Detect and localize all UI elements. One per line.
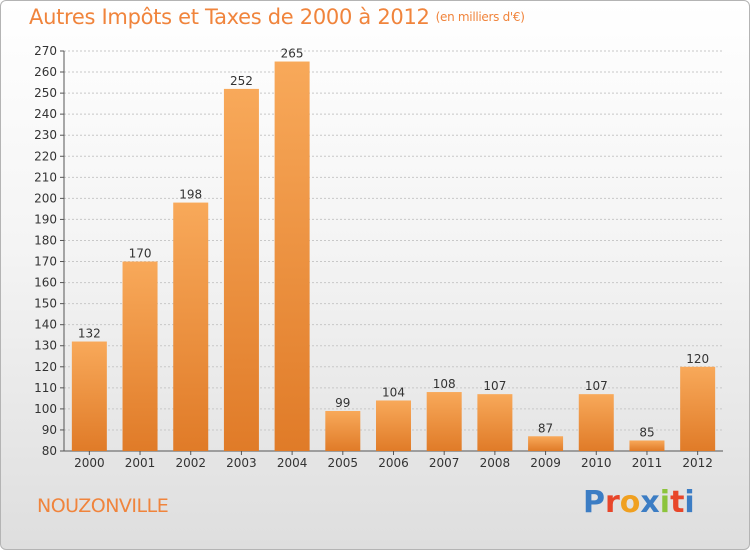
logo-letter: i	[684, 485, 695, 520]
data-labels: 132 170 198 252 265 99 104 108 107 87 107 85 120	[78, 47, 709, 440]
bar-2001	[122, 261, 158, 451]
x-tick-label: 2002	[175, 456, 206, 470]
bar-value-label: 99	[335, 396, 350, 410]
x-tick-label: 2005	[328, 456, 359, 470]
bars	[71, 61, 716, 452]
y-tick-label: 230	[34, 128, 57, 142]
bar-value-label: 252	[230, 74, 253, 88]
y-tick-label: 80	[42, 444, 57, 458]
chart-title: Autres Impôts et Taxes de 2000 à 2012 (en…	[29, 5, 525, 29]
y-axis-ticks: 80 90 100 110 120 130 140 150 160 170 180 190 200 210…	[34, 44, 57, 458]
y-tick-label: 100	[34, 402, 57, 416]
chart-title-text: Autres Impôts et Taxes de 2000 à 2012	[29, 5, 430, 29]
bar-2005	[325, 411, 361, 451]
y-tick-label: 120	[34, 360, 57, 374]
bar-value-label: 107	[483, 379, 506, 393]
y-tick-label: 170	[34, 255, 57, 269]
bar-value-label: 107	[585, 379, 608, 393]
bar-2004	[274, 61, 310, 452]
bar-2011	[629, 440, 665, 451]
logo-letter: P	[583, 485, 605, 520]
x-axis-ticks: 2000 2001 2002 2003 2004 2005 2006 2007 2008 2009…	[74, 451, 713, 470]
x-tick-label: 2012	[682, 456, 713, 470]
x-tick-label: 2008	[480, 456, 511, 470]
y-tick-label: 180	[34, 233, 57, 247]
y-tick-label: 90	[42, 423, 57, 437]
logo-letter: i	[659, 485, 671, 520]
proxiti-logo[interactable]: Proxiti	[583, 485, 695, 520]
bar-value-label: 108	[433, 377, 456, 391]
y-tick-label: 270	[34, 44, 57, 58]
y-tick-label: 110	[34, 381, 57, 395]
bar-2002	[173, 202, 209, 451]
y-tick-label: 140	[34, 318, 57, 332]
bar-2000	[71, 341, 107, 451]
bar-value-label: 198	[179, 188, 202, 202]
bar-2006	[376, 400, 411, 451]
logo-letter: r	[605, 485, 620, 520]
y-tick-label: 220	[34, 149, 57, 163]
y-tick-label: 250	[34, 86, 57, 100]
x-tick-label: 2007	[429, 456, 460, 470]
x-tick-label: 2009	[530, 456, 561, 470]
y-tick-label: 160	[34, 276, 57, 290]
x-tick-label: 2001	[125, 456, 156, 470]
y-tick-label: 210	[34, 170, 57, 184]
y-tick-label: 190	[34, 212, 57, 226]
x-tick-label: 2004	[277, 456, 308, 470]
bar-value-label: 265	[281, 47, 304, 61]
bar-value-label: 120	[686, 352, 709, 366]
bar-2012	[680, 366, 716, 451]
bar-2003	[223, 88, 259, 451]
y-tick-label: 150	[34, 297, 57, 311]
x-tick-label: 2011	[632, 456, 663, 470]
y-tick-label: 260	[34, 65, 57, 79]
commune-name: NOUZONVILLE	[37, 495, 169, 517]
bar-value-label: 104	[382, 385, 405, 399]
logo-letter: x	[640, 485, 660, 520]
bar-2007	[426, 392, 462, 451]
bar-value-label: 85	[639, 425, 654, 439]
chart-subtitle: (en milliers d'€)	[435, 10, 525, 24]
bar-2008	[477, 394, 513, 451]
bar-2009	[528, 436, 564, 451]
x-tick-label: 2000	[74, 456, 105, 470]
y-tick-label: 130	[34, 339, 57, 353]
bar-2010	[578, 394, 614, 451]
bar-value-label: 87	[538, 421, 553, 435]
y-tick-label: 200	[34, 191, 57, 205]
bar-value-label: 132	[78, 327, 101, 341]
logo-letter: o	[619, 485, 641, 520]
y-tick-label: 240	[34, 107, 57, 121]
x-tick-label: 2010	[581, 456, 612, 470]
x-tick-label: 2006	[378, 456, 409, 470]
logo-letter: t	[670, 485, 685, 520]
bar-value-label: 170	[129, 247, 152, 261]
x-tick-label: 2003	[226, 456, 257, 470]
